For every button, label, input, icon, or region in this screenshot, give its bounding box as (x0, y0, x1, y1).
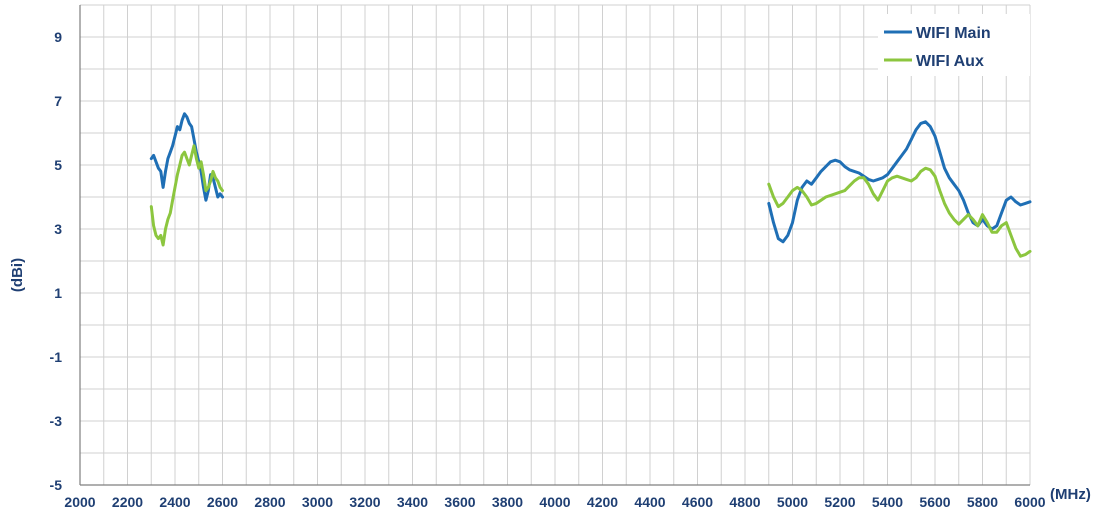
x-axis-label: (MHz) (1050, 486, 1091, 503)
series-layer (149, 112, 1032, 258)
x-tick-label: 2800 (254, 494, 285, 510)
y-tick-label: 7 (54, 93, 62, 109)
x-tick-label: 6000 (1014, 494, 1045, 510)
legend: WIFI Main WIFI Aux (878, 14, 1030, 76)
x-tick-label: 5200 (824, 494, 855, 510)
x-tick-label: 3000 (302, 494, 333, 510)
axis-layer: 2000 2200 2400 2600 2800 3000 3200 3400 3600 3800… (50, 5, 1046, 510)
y-tick-label: 9 (54, 29, 62, 45)
y-tick-label: 5 (54, 157, 62, 173)
y-axis-label: (dBi) (9, 258, 26, 292)
series-line-wifi-main (767, 120, 1032, 244)
y-tick-label: -1 (50, 349, 63, 365)
x-tick-label: 5400 (872, 494, 903, 510)
x-tick-label: 5000 (777, 494, 808, 510)
legend-label-wifi-main: WIFI Main (916, 25, 991, 42)
x-tick-label: 4400 (634, 494, 665, 510)
series-line-wifi-aux (149, 144, 224, 247)
x-tick-label: 4800 (729, 494, 760, 510)
legend-background (878, 14, 1030, 76)
x-tick-label: 3200 (349, 494, 380, 510)
x-tick-label: 4200 (587, 494, 618, 510)
x-tick-label: 2400 (159, 494, 190, 510)
legend-label-wifi-aux: WIFI Aux (916, 53, 984, 70)
x-tick-label: 5600 (919, 494, 950, 510)
x-tick-label: 4000 (539, 494, 570, 510)
grid-layer (79, 4, 1031, 486)
series-line-wifi-aux (767, 166, 1032, 258)
x-tick-label: 2000 (64, 494, 95, 510)
y-tick-label: 1 (54, 285, 62, 301)
y-tick-label: -5 (50, 477, 63, 493)
series-line-wifi-main (149, 112, 224, 202)
x-tick-label: 2600 (207, 494, 238, 510)
x-tick-label: 3800 (492, 494, 523, 510)
x-tick-label: 2200 (112, 494, 143, 510)
y-tick-label: 3 (54, 221, 62, 237)
x-tick-label: 5800 (967, 494, 998, 510)
x-tick-label: 3400 (397, 494, 428, 510)
x-tick-label: 3600 (444, 494, 475, 510)
x-tick-label: 4600 (682, 494, 713, 510)
y-tick-label: -3 (50, 413, 63, 429)
